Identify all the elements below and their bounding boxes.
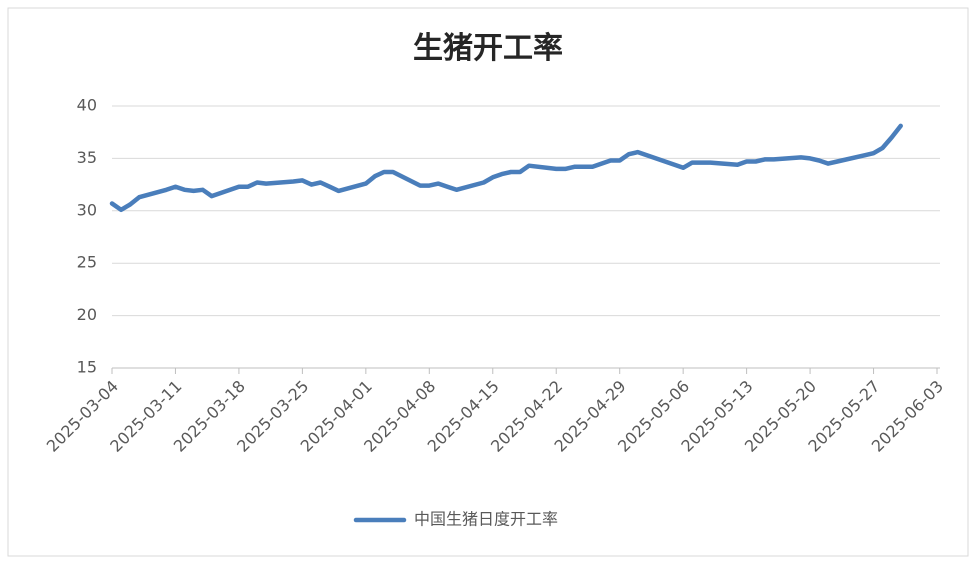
- legend-label: 中国生猪日度开工率: [414, 510, 558, 529]
- y-tick-label: 40: [77, 96, 97, 115]
- y-tick-label: 20: [77, 305, 97, 324]
- y-tick-label: 15: [77, 358, 97, 377]
- chart-frame: [7, 7, 969, 557]
- chart-title: 生猪开工率: [413, 31, 563, 66]
- y-tick-label: 35: [77, 148, 97, 167]
- y-tick-label: 30: [77, 200, 97, 219]
- data-line: [109, 123, 903, 213]
- y-tick-label: 25: [77, 253, 97, 272]
